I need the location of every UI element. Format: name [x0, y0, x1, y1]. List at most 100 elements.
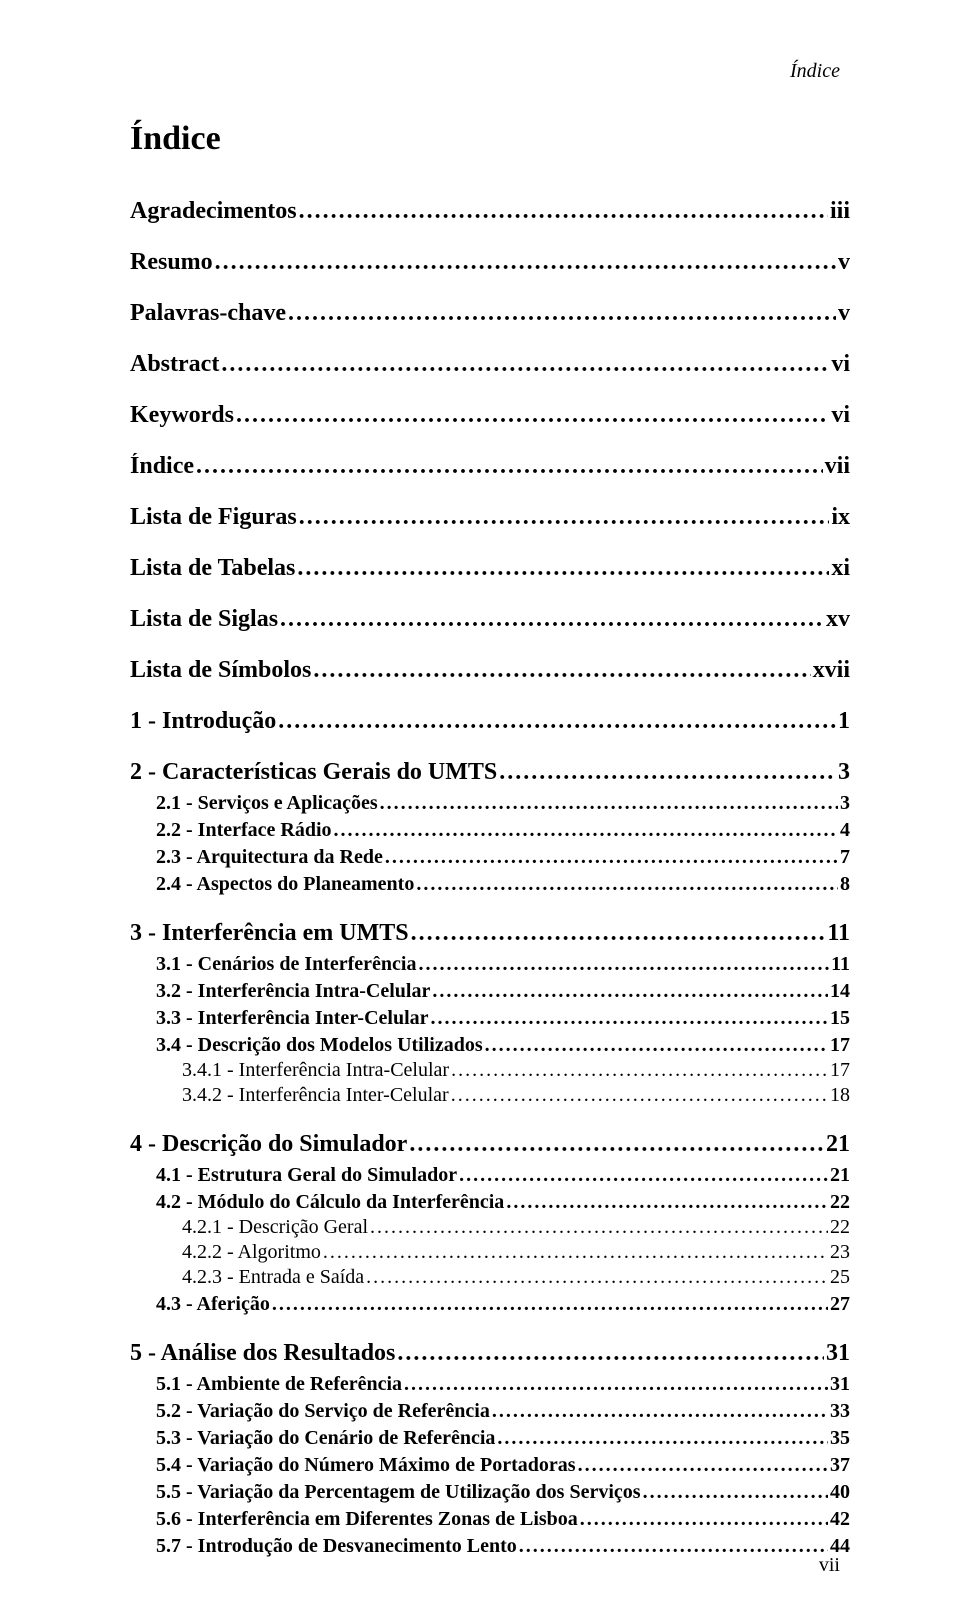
toc-entry-label: 3.3 - Interferência Inter-Celular [156, 1007, 429, 1030]
toc-entry-label: 5.2 - Variação do Serviço de Referência [156, 1400, 490, 1423]
toc-entry-label: 3.4.1 - Interferência Intra-Celular [182, 1059, 449, 1082]
toc-entry-page: 1 [838, 708, 850, 735]
toc-entry-label: 3.2 - Interferência Intra-Celular [156, 980, 430, 1003]
toc-entry-page: 14 [830, 980, 850, 1003]
toc-entry: 3.4.2 - Interferência Inter-Celular18 [182, 1084, 850, 1107]
toc-entry: 2.3 - Arquitectura da Rede7 [156, 846, 850, 869]
toc-leader-dots [221, 351, 829, 378]
toc-leader-dots [519, 1535, 828, 1558]
toc-leader-dots [459, 1164, 828, 1187]
toc-leader-dots [236, 402, 829, 429]
toc-leader-dots [506, 1191, 828, 1214]
toc-entry-label: 2.1 - Serviços e Aplicações [156, 792, 378, 815]
toc-entry-label: Resumo [130, 249, 213, 276]
toc-entry-page: xvii [813, 657, 850, 684]
toc-entry-page: 31 [830, 1373, 850, 1396]
toc-leader-dots [272, 1293, 828, 1316]
toc-leader-dots [385, 846, 838, 869]
toc-entry-page: xi [831, 555, 850, 582]
toc-leader-dots [278, 708, 836, 735]
toc-leader-dots [451, 1084, 828, 1107]
toc-entry-page: 17 [830, 1034, 850, 1057]
toc-entry: 3.4.1 - Interferência Intra-Celular17 [182, 1059, 850, 1082]
toc-entry-page: 35 [830, 1427, 850, 1450]
toc-entry: 5.7 - Introdução de Desvanecimento Lento… [156, 1535, 850, 1558]
toc-entry: 4.3 - Aferição 27 [156, 1293, 850, 1316]
toc-entry-label: 3.4 - Descrição dos Modelos Utilizados [156, 1034, 483, 1057]
toc-entry: 5.4 - Variação do Número Máximo de Porta… [156, 1454, 850, 1477]
toc-leader-dots [299, 504, 830, 531]
toc-entry-page: 4 [840, 819, 850, 842]
toc-entry-label: 4.2 - Módulo do Cálculo da Interferência [156, 1191, 504, 1214]
toc-entry-page: vii [825, 453, 850, 480]
toc-entry: 2.4 - Aspectos do Planeamento8 [156, 873, 850, 896]
toc-leader-dots [497, 1427, 828, 1450]
toc-entry-page: 21 [830, 1164, 850, 1187]
toc-leader-dots [499, 759, 836, 786]
toc-entry: 3 - Interferência em UMTS11 [130, 920, 850, 947]
toc-entry-page: vi [831, 351, 850, 378]
toc-entry-label: 1 - Introdução [130, 708, 276, 735]
toc-entry: 4.2.1 - Descrição Geral22 [182, 1216, 850, 1239]
toc-leader-dots [431, 1007, 829, 1030]
toc-entry: 3.2 - Interferência Intra-Celular 14 [156, 980, 850, 1003]
toc-entry-page: 22 [830, 1216, 850, 1239]
toc-entry: Keywordsvi [130, 402, 850, 429]
toc-leader-dots [643, 1481, 828, 1504]
table-of-contents: AgradecimentosiiiResumovPalavras-chavevA… [130, 198, 850, 1558]
toc-entry-page: 42 [830, 1508, 850, 1531]
toc-leader-dots [334, 819, 838, 842]
toc-entry-page: 27 [830, 1293, 850, 1316]
toc-entry-page: vi [831, 402, 850, 429]
toc-entry: 1 - Introdução 1 [130, 708, 850, 735]
toc-leader-dots [492, 1400, 828, 1423]
toc-entry-page: 8 [840, 873, 850, 896]
toc-leader-dots [299, 198, 828, 225]
toc-entry: Resumo v [130, 249, 850, 276]
page-container: Índice Índice AgradecimentosiiiResumovPa… [0, 0, 960, 1617]
toc-entry: 2.1 - Serviços e Aplicações3 [156, 792, 850, 815]
toc-entry: 3.3 - Interferência Inter-Celular15 [156, 1007, 850, 1030]
toc-entry-label: 2 - Características Gerais do UMTS [130, 759, 497, 786]
toc-entry: Palavras-chavev [130, 300, 850, 327]
toc-entry-page: ix [831, 504, 850, 531]
running-head: Índice [790, 60, 840, 83]
toc-leader-dots [288, 300, 836, 327]
toc-leader-dots [196, 453, 823, 480]
toc-entry-label: 4.3 - Aferição [156, 1293, 270, 1316]
toc-entry: Lista de Símbolosxvii [130, 657, 850, 684]
toc-entry-label: Palavras-chave [130, 300, 286, 327]
page-title: Índice [130, 120, 850, 158]
toc-leader-dots [297, 555, 829, 582]
toc-leader-dots [485, 1034, 828, 1057]
toc-entry-page: 37 [830, 1454, 850, 1477]
toc-leader-dots [380, 792, 838, 815]
toc-entry-label: Lista de Tabelas [130, 555, 295, 582]
toc-entry-label: 5.6 - Interferência em Diferentes Zonas … [156, 1508, 578, 1531]
toc-entry-label: 5.3 - Variação do Cenário de Referência [156, 1427, 495, 1450]
toc-entry-label: 5.4 - Variação do Número Máximo de Porta… [156, 1454, 576, 1477]
toc-entry-label: 4 - Descrição do Simulador [130, 1131, 407, 1158]
toc-entry-label: Índice [130, 453, 194, 480]
toc-entry-page: v [838, 249, 850, 276]
toc-entry-label: 4.1 - Estrutura Geral do Simulador [156, 1164, 457, 1187]
toc-entry: 5.3 - Variação do Cenário de Referência 3… [156, 1427, 850, 1450]
toc-entry-label: Abstract [130, 351, 219, 378]
toc-entry-page: 7 [840, 846, 850, 869]
toc-entry: Lista de Figurasix [130, 504, 850, 531]
toc-entry: Lista de Tabelas xi [130, 555, 850, 582]
toc-entry-page: iii [830, 198, 850, 225]
toc-leader-dots [432, 980, 828, 1003]
toc-leader-dots [419, 953, 830, 976]
toc-leader-dots [451, 1059, 828, 1082]
toc-entry-label: Lista de Siglas [130, 606, 278, 633]
toc-entry-page: 11 [831, 953, 850, 976]
toc-entry: Lista de Siglasxv [130, 606, 850, 633]
toc-leader-dots [370, 1216, 828, 1239]
toc-leader-dots [409, 1131, 824, 1158]
toc-entry: 5.6 - Interferência em Diferentes Zonas … [156, 1508, 850, 1531]
toc-entry: 4 - Descrição do Simulador21 [130, 1131, 850, 1158]
toc-leader-dots [280, 606, 824, 633]
toc-entry: 5.2 - Variação do Serviço de Referência3… [156, 1400, 850, 1423]
toc-entry-page: 23 [830, 1241, 850, 1264]
